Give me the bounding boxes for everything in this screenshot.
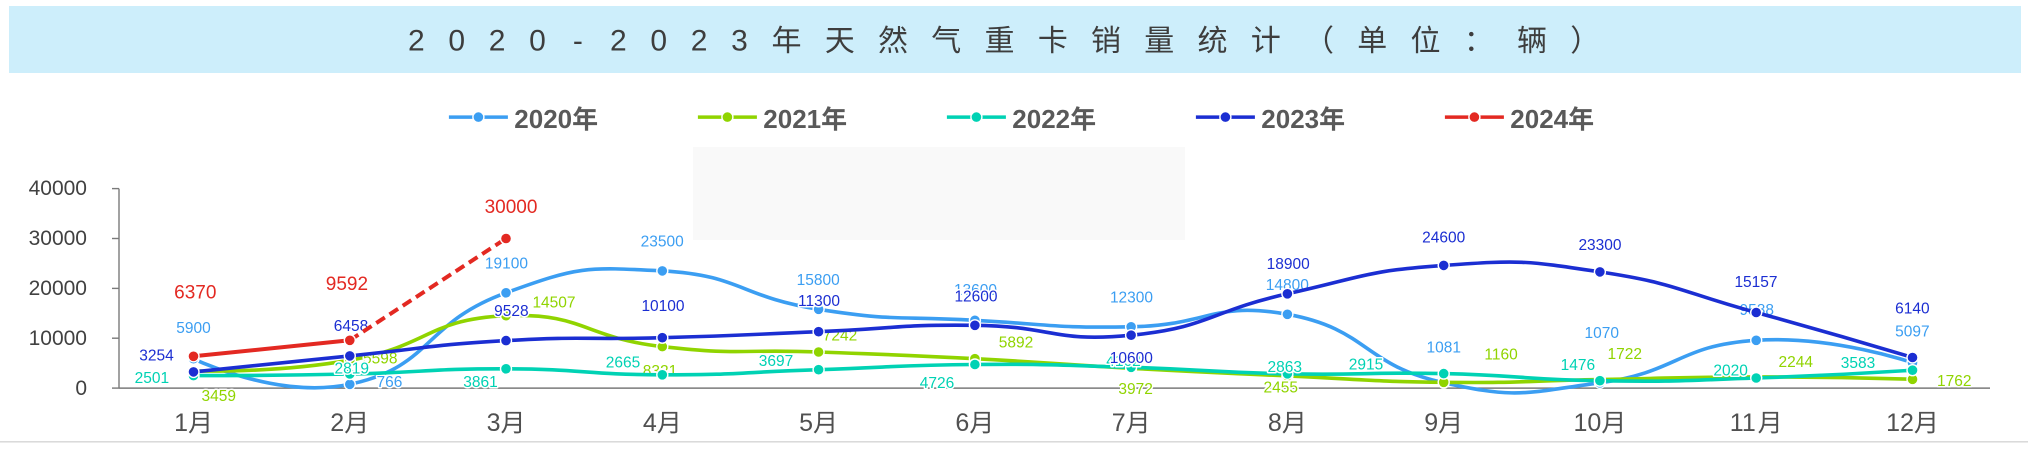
svg-text:0: 0 [75,377,87,400]
svg-text:30000: 30000 [29,227,87,250]
svg-text:1081: 1081 [1427,339,1461,356]
svg-text:2024: 2024 [1510,104,1568,134]
svg-text:19100: 19100 [485,255,528,272]
svg-text:9: 9 [1424,409,1438,437]
svg-text:4162: 4162 [1106,353,1140,370]
svg-text:3583: 3583 [1841,355,1875,372]
svg-text:-: - [573,24,583,57]
svg-text:15157: 15157 [1734,274,1777,291]
svg-text:2: 2 [330,409,344,437]
svg-text:9528: 9528 [494,303,528,320]
svg-text:1070: 1070 [1585,325,1620,342]
svg-text:40000: 40000 [29,177,87,200]
svg-text:2021: 2021 [763,104,821,134]
svg-text:0: 0 [650,24,667,57]
svg-text:10100: 10100 [641,298,684,315]
svg-text:9592: 9592 [326,274,368,295]
svg-text:11: 11 [1730,409,1756,437]
svg-text:0: 0 [448,24,465,57]
svg-text:2: 2 [610,24,627,57]
svg-text:13600: 13600 [954,282,997,299]
svg-text:2: 2 [691,24,708,57]
svg-text:6140: 6140 [1895,301,1930,318]
svg-text:10000: 10000 [29,327,87,350]
svg-text:2023: 2023 [1261,104,1319,134]
svg-text:18900: 18900 [1267,256,1310,273]
svg-text:6370: 6370 [174,282,216,303]
svg-text:2244: 2244 [1779,354,1814,371]
svg-text:6458: 6458 [334,318,368,335]
svg-text:2863: 2863 [1267,359,1301,376]
svg-text:15800: 15800 [797,272,840,289]
svg-text:2: 2 [489,24,506,57]
svg-text:2020: 2020 [514,104,572,134]
svg-text:3697: 3697 [759,353,793,370]
svg-text:8: 8 [1268,409,1282,437]
svg-text:1762: 1762 [1937,373,1971,390]
svg-text:3459: 3459 [201,388,235,405]
svg-text:12: 12 [1886,409,1914,437]
svg-text:2501: 2501 [135,370,169,387]
svg-text:766: 766 [376,374,402,391]
svg-text:2455: 2455 [1263,380,1297,397]
svg-text:2020: 2020 [1713,363,1748,380]
svg-text:3254: 3254 [139,348,174,365]
svg-text:1: 1 [174,409,188,437]
svg-text:1476: 1476 [1561,357,1595,374]
svg-text:11300: 11300 [798,293,840,310]
svg-text:3861: 3861 [463,374,497,391]
svg-text:24600: 24600 [1422,230,1465,247]
svg-text:5900: 5900 [176,320,211,337]
svg-text:14507: 14507 [532,295,575,312]
svg-text:1722: 1722 [1607,346,1641,363]
svg-text:2819: 2819 [335,360,369,377]
svg-text:5892: 5892 [999,335,1033,352]
svg-text:10: 10 [1574,409,1602,437]
svg-text:2022: 2022 [1012,104,1070,134]
svg-text:6: 6 [955,409,969,437]
svg-text:1160: 1160 [1484,346,1518,363]
svg-text:23300: 23300 [1578,237,1621,254]
svg-text:4: 4 [643,409,657,437]
svg-text:7: 7 [1112,409,1126,437]
svg-text:5: 5 [799,409,813,437]
svg-text:0: 0 [529,24,546,57]
svg-text:2: 2 [408,24,425,57]
svg-text:3: 3 [731,24,748,57]
svg-text:12300: 12300 [1110,289,1153,306]
svg-text:3: 3 [487,409,501,437]
svg-text:10600: 10600 [1110,350,1153,367]
svg-text:2915: 2915 [1349,356,1383,373]
svg-text:4726: 4726 [920,375,954,392]
svg-text:20000: 20000 [29,277,87,300]
svg-text:23500: 23500 [641,234,684,251]
svg-text:2665: 2665 [606,355,640,372]
svg-text:3972: 3972 [1118,381,1152,398]
svg-text:12600: 12600 [954,289,997,306]
svg-text:5097: 5097 [1895,323,1929,340]
svg-text:30000: 30000 [485,197,538,218]
